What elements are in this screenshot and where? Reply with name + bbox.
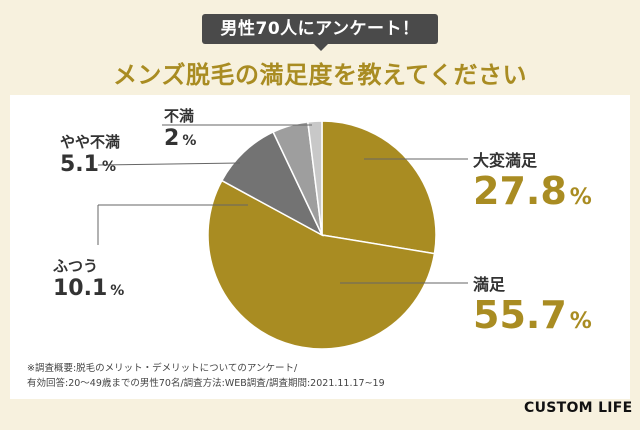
slice-label: ふつう bbox=[53, 257, 99, 275]
slice-label: 満足 bbox=[473, 275, 506, 294]
slice-very-satisfied bbox=[321, 120, 437, 255]
survey-footnote: ※調査概要:脱毛のメリット・デメリットについてのアンケート/ 有効回答:20～4… bbox=[27, 361, 385, 391]
slice-label: 不満 bbox=[164, 107, 195, 125]
pie-chart bbox=[97, 120, 468, 350]
label-neutral: ふつう 10.1% bbox=[53, 255, 124, 301]
slice-value: 10.1% bbox=[53, 276, 125, 301]
label-very-satisfied: 大変満足 27.8% bbox=[473, 147, 592, 218]
slice-value: 2% bbox=[164, 126, 197, 151]
label-dissatisfied: 不満 2% bbox=[164, 105, 196, 151]
slice-neutral bbox=[220, 131, 324, 237]
slice-dissatisfied bbox=[306, 120, 323, 236]
slice-value: 55.7% bbox=[473, 293, 592, 337]
footnote-line: ※調査概要:脱毛のメリット・デメリットについてのアンケート/ bbox=[27, 363, 298, 374]
slice-satisfied bbox=[207, 179, 436, 350]
leader-line bbox=[97, 162, 241, 166]
label-satisfied: 満足 55.7% bbox=[473, 271, 592, 342]
survey-badge: 男性70人にアンケート！ bbox=[202, 14, 438, 51]
brand-logo: CUSTOM LIFE bbox=[524, 400, 633, 416]
footnote-line: 有効回答:20～49歳までの男性70名/調査方法:WEB調査/調査期間:2021… bbox=[27, 378, 385, 389]
page-title: メンズ脱毛の満足度を教えてください bbox=[112, 61, 528, 89]
slice-label: やや不満 bbox=[60, 133, 121, 151]
chart-panel: 大変満足 27.8% 満足 55.7% ふつう 10.1% やや不満 5.1% … bbox=[10, 95, 630, 399]
slice-value: 5.1% bbox=[60, 152, 117, 177]
slice-label: 大変満足 bbox=[473, 151, 538, 170]
label-somewhat-dissatisfied: やや不満 5.1% bbox=[60, 131, 120, 177]
slice-value: 27.8% bbox=[473, 169, 592, 213]
